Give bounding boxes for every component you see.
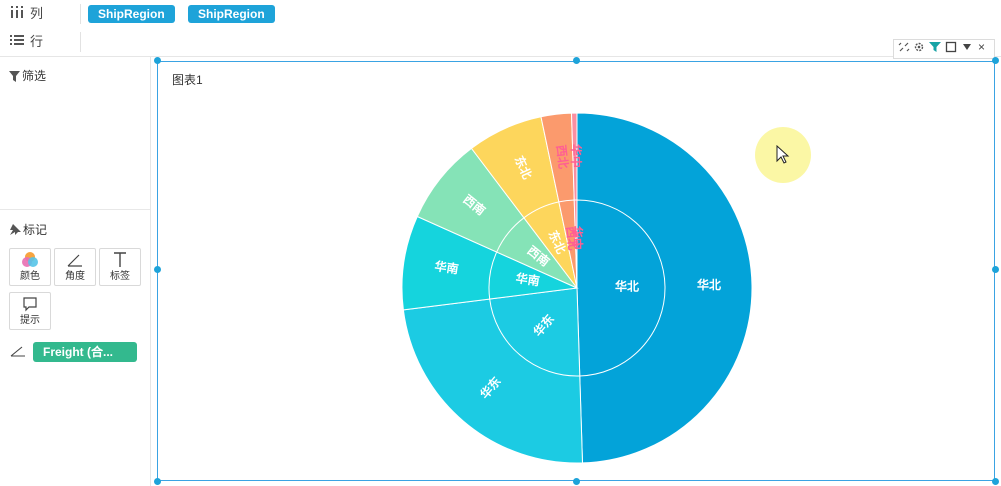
filter-title: 筛选 [22, 69, 47, 83]
columns-icon [10, 0, 26, 28]
close-icon[interactable]: × [978, 40, 986, 54]
rows-icon [10, 28, 26, 56]
chart-toolbar: × [893, 39, 995, 59]
label-button-label: 标签 [110, 271, 130, 282]
shelf-divider [80, 32, 81, 52]
filter-icon [9, 71, 20, 82]
maximize-icon[interactable] [945, 41, 957, 56]
resize-handle-right[interactable] [992, 266, 999, 273]
marks-section: 标记 [9, 221, 47, 238]
resize-handle-left[interactable] [154, 266, 161, 273]
rows-shelf-label: 行 [10, 28, 43, 56]
columns-shelf: 列 ShipRegion ShipRegion [0, 0, 1001, 29]
color-button[interactable]: 颜色 [9, 248, 51, 286]
chart-container[interactable] [157, 61, 995, 481]
resize-handle-bottom-right[interactable] [992, 478, 999, 485]
angle-icon [55, 251, 95, 271]
marks-title: 标记 [23, 223, 48, 237]
text-label-icon [100, 251, 140, 271]
rows-label-text: 行 [30, 34, 44, 49]
mouse-cursor-icon [776, 145, 790, 164]
columns-label-text: 列 [30, 6, 44, 21]
rows-shelf: 行 [0, 28, 1001, 57]
angle-button[interactable]: 角度 [54, 248, 96, 286]
dropdown-arrow-icon[interactable] [961, 41, 973, 56]
color-button-label: 颜色 [20, 271, 40, 282]
pin-icon [10, 224, 21, 235]
angle-button-label: 角度 [65, 271, 85, 282]
shelf-divider [80, 4, 81, 24]
filter-section: 筛选 [9, 67, 46, 84]
column-pill-shipregion-1[interactable]: ShipRegion [88, 5, 175, 23]
resize-handle-bottom-left[interactable] [154, 478, 161, 485]
tooltip-icon [10, 295, 50, 315]
tooltip-button-label: 提示 [20, 315, 40, 326]
unlink-icon[interactable] [898, 41, 910, 56]
section-divider [0, 209, 150, 210]
label-button[interactable]: 标签 [99, 248, 141, 286]
chart-title: 图表1 [172, 73, 203, 87]
color-palette-icon [10, 251, 50, 271]
resize-handle-top-right[interactable] [992, 57, 999, 64]
column-pill-shipregion-2[interactable]: ShipRegion [188, 5, 275, 23]
resize-handle-top[interactable] [573, 57, 580, 64]
settings-gear-icon[interactable] [913, 41, 925, 56]
freight-angle-pill[interactable]: Freight (合... [33, 342, 137, 362]
resize-handle-top-left[interactable] [154, 57, 161, 64]
filter-funnel-icon[interactable] [929, 41, 941, 56]
resize-handle-bottom[interactable] [573, 478, 580, 485]
tooltip-button[interactable]: 提示 [9, 292, 51, 330]
left-panel: 筛选 标记 颜色 角度 标签 提示 Freight (合... [0, 57, 151, 486]
columns-shelf-label: 列 [10, 0, 43, 28]
angle-field-icon [10, 345, 26, 360]
